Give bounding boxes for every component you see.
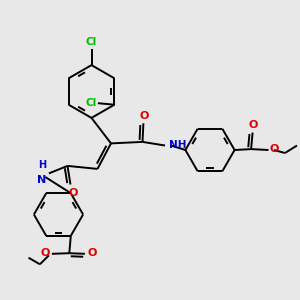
Text: O: O xyxy=(140,111,149,121)
Text: Cl: Cl xyxy=(86,37,97,47)
Text: O: O xyxy=(40,248,50,258)
Text: N: N xyxy=(37,175,46,185)
Text: O: O xyxy=(87,248,97,258)
Text: Cl: Cl xyxy=(85,98,96,108)
Text: O: O xyxy=(270,144,279,154)
Text: O: O xyxy=(249,120,258,130)
Text: H: H xyxy=(38,160,46,170)
Text: O: O xyxy=(68,188,78,197)
Text: NH: NH xyxy=(169,140,186,150)
